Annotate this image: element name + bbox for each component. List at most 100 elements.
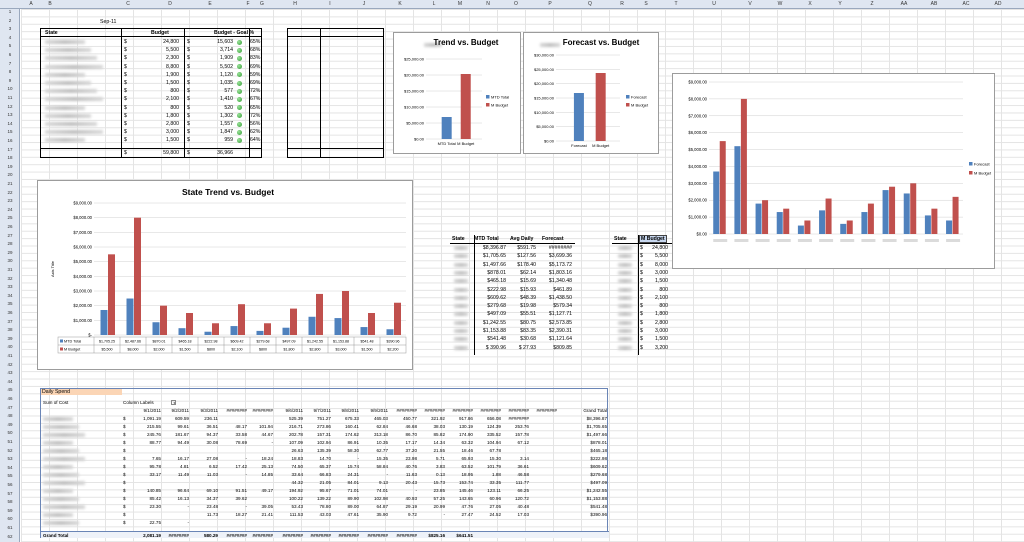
row-header[interactable]: 48 [7,413,13,419]
date-label: Sep-11 [100,19,117,25]
column-header[interactable]: L [432,1,436,7]
row-header[interactable]: 34 [7,292,13,298]
row-header[interactable]: 12 [7,103,13,109]
row-header[interactable]: 36 [7,310,13,315]
column-header[interactable]: X [808,1,812,7]
column-header[interactable]: W [777,1,783,7]
column-header[interactable]: AB [930,1,938,7]
row-header[interactable]: 20 [7,172,13,178]
row-header[interactable]: 53 [7,456,13,462]
row-header[interactable]: 49 [7,421,13,427]
row-header[interactable]: 5 [8,43,12,49]
row-header[interactable]: 57 [7,490,13,496]
row-header[interactable]: 60 [7,516,13,522]
mb-header-budget[interactable]: M Budget [639,235,667,243]
column-header[interactable]: G [260,1,264,7]
row-header[interactable]: 62 [7,533,13,539]
row-header[interactable]: 51 [7,439,13,444]
column-header[interactable]: K [398,1,402,7]
column-header[interactable]: M [457,1,463,7]
column-header[interactable]: V [748,1,752,7]
row-header[interactable]: 21 [7,181,13,186]
row-header[interactable]: 46 [7,396,13,401]
row-header[interactable]: 31 [7,267,13,272]
row-header[interactable]: 14 [7,120,13,126]
row-header[interactable]: 35 [7,301,13,307]
row-header[interactable]: 39 [7,335,13,341]
column-header[interactable]: R [620,1,624,7]
column-header[interactable]: AA [900,1,908,7]
row-header[interactable]: 26 [7,224,13,229]
row-header[interactable]: 2 [8,17,12,23]
row-header[interactable]: 38 [7,327,13,333]
row-header[interactable]: 18 [7,155,13,161]
row-header[interactable]: 13 [7,112,13,118]
row-header[interactable]: 33 [7,284,13,290]
column-header[interactable]: O [514,1,518,7]
row-header[interactable]: 4 [8,34,12,40]
row-header[interactable]: 27 [7,232,13,238]
column-header[interactable]: D [168,1,172,7]
state-forecast-chart[interactable]: $9,000.00 $8,000.00 $7,000.00 $6,000.00 $5,0… [672,73,995,269]
row-header[interactable]: 16 [7,138,13,143]
column-header[interactable]: B [48,1,52,7]
row-header[interactable]: 43 [7,370,13,376]
row-header[interactable]: 42 [7,361,13,367]
row-header[interactable]: 11 [7,95,13,100]
column-header[interactable]: I [329,1,331,7]
row-header[interactable]: 22 [7,189,13,195]
column-header[interactable]: AD [994,1,1002,7]
row-header[interactable]: 6 [8,52,12,57]
row-header[interactable]: 15 [7,129,13,135]
state-trend-vs-budget-chart[interactable]: State Trend vs. Budget $9,000.00 $8,000.0… [37,180,413,370]
column-header[interactable]: AC [962,1,970,7]
column-header[interactable]: Y [838,1,842,7]
pivot-cell: 26.63 [291,448,304,453]
row-header[interactable]: 59 [7,507,13,513]
row-header[interactable]: 24 [7,206,13,212]
column-header[interactable]: E [208,1,212,7]
row-header[interactable]: 37 [7,318,13,324]
column-header[interactable]: H [293,1,297,7]
column-header[interactable]: A [29,1,33,7]
column-header[interactable]: N [486,1,490,7]
row-header[interactable]: 10 [7,86,13,92]
forecast-vs-budget-chart[interactable]: Forecast vs. Budget $30,000.00 $25,000.00… [523,32,659,154]
row-header[interactable]: 45 [7,387,13,393]
column-header[interactable]: P [548,1,552,7]
row-header[interactable]: 47 [7,404,13,410]
column-header[interactable]: T [674,1,678,7]
column-header[interactable]: F [246,1,250,7]
row-header[interactable]: 40 [7,344,13,350]
column-header[interactable]: Z [870,1,874,7]
row-header[interactable]: 9 [8,77,12,83]
row-header[interactable]: 30 [7,258,13,264]
row-header[interactable]: 44 [7,378,13,384]
column-header[interactable]: C [126,1,130,7]
row-header[interactable]: 3 [8,26,12,32]
row-header[interactable]: 25 [7,215,13,221]
column-header[interactable]: Q [588,1,592,7]
column-header[interactable]: S [644,1,648,7]
row-header[interactable]: 54 [7,464,13,470]
trend-vs-budget-chart[interactable]: Trend vs. Budget $25,000.00 $20,000.00 $15… [393,32,521,154]
column-header[interactable]: U [712,1,716,7]
row-header[interactable]: 23 [7,198,13,204]
row-header[interactable]: 61 [7,525,13,530]
row-header[interactable]: 8 [8,69,12,75]
row-header[interactable]: 28 [7,241,13,247]
row-header[interactable]: 19 [7,163,13,169]
row-header[interactable]: 7 [8,60,12,66]
row-header[interactable]: 32 [7,275,13,281]
row-header[interactable]: 52 [7,447,13,453]
row-header[interactable]: 58 [7,499,13,505]
row-header[interactable]: 29 [7,249,13,255]
row-header[interactable]: 50 [7,430,13,436]
row-header[interactable]: 17 [7,146,13,152]
column-header[interactable]: J [362,1,366,7]
pivot-table[interactable]: Sum of Cost Column Labels ▾ 9/1/2011 9/2/… [40,388,609,538]
row-header[interactable]: 56 [7,482,13,487]
row-header[interactable]: 1 [8,9,12,14]
row-header[interactable]: 41 [7,353,13,358]
row-header[interactable]: 55 [7,473,13,479]
